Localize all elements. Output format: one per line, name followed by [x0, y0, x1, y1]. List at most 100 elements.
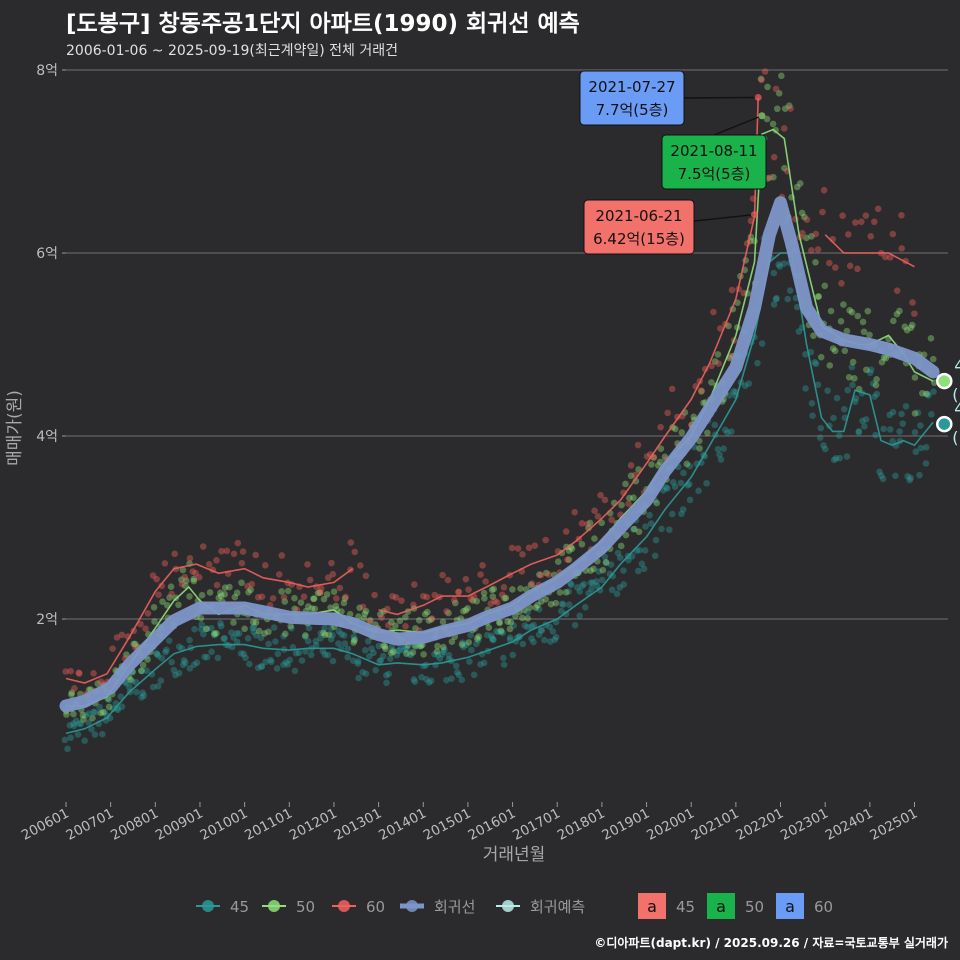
series-line-45: [65, 252, 934, 735]
transaction-point: [627, 472, 635, 480]
transaction-point: [355, 613, 362, 620]
transaction-point: [167, 583, 175, 591]
transaction-point: [855, 427, 863, 435]
transaction-point: [901, 323, 909, 331]
x-tick-label: 202001: [644, 805, 697, 843]
transaction-point: [916, 471, 923, 479]
transaction-point: [186, 665, 194, 672]
transaction-point: [889, 230, 897, 238]
transaction-point: [122, 679, 130, 687]
transaction-point: [772, 126, 780, 134]
transaction-point: [321, 625, 328, 632]
transaction-point: [552, 633, 560, 641]
transaction-point: [507, 618, 515, 626]
transaction-point: [826, 422, 833, 429]
transaction-point: [508, 544, 516, 552]
transaction-point: [917, 422, 924, 429]
x-tick-label: 202501: [867, 805, 920, 843]
transaction-point: [796, 180, 804, 187]
transaction-point: [860, 328, 868, 336]
transaction-point: [434, 651, 442, 659]
transaction-point: [295, 649, 303, 657]
transaction-point: [261, 630, 268, 637]
transaction-point: [857, 218, 865, 226]
transaction-point: [854, 265, 861, 273]
transaction-point: [327, 625, 335, 632]
transaction-point: [528, 635, 535, 642]
transaction-point: [728, 428, 735, 435]
transaction-point: [763, 115, 771, 123]
transaction-point: [217, 619, 224, 627]
transaction-point: [530, 621, 537, 629]
transaction-point: [795, 328, 803, 335]
transaction-point: [233, 589, 241, 597]
transaction-point: [465, 639, 473, 646]
transaction-point: [140, 692, 148, 699]
transaction-point: [175, 643, 183, 650]
transaction-point: [616, 584, 624, 591]
transaction-point: [158, 654, 166, 662]
transaction-point: [859, 318, 867, 326]
transaction-point: [876, 468, 883, 476]
transaction-point: [467, 631, 474, 639]
transaction-point: [335, 628, 343, 635]
transaction-point: [350, 639, 357, 646]
transaction-point: [329, 631, 336, 639]
transaction-point: [862, 212, 870, 219]
transaction-point: [758, 76, 765, 84]
transaction-point: [233, 638, 241, 646]
transaction-point: [307, 651, 315, 659]
transaction-point: [833, 394, 841, 402]
transaction-point: [284, 587, 292, 595]
annotation-point: [754, 93, 762, 101]
transaction-point: [477, 661, 484, 668]
transaction-point: [880, 354, 888, 361]
transaction-point: [599, 566, 607, 574]
transaction-point: [904, 473, 911, 480]
transaction-point: [128, 677, 136, 685]
transaction-point: [221, 591, 229, 598]
transaction-point: [636, 546, 643, 554]
transaction-point: [541, 636, 548, 644]
transaction-point: [361, 647, 369, 654]
transaction-point: [661, 453, 669, 461]
transaction-point: [754, 359, 761, 367]
transaction-point: [653, 499, 661, 507]
transaction-point: [389, 648, 397, 656]
x-tick-label: 201401: [376, 805, 429, 843]
transaction-point: [810, 332, 817, 339]
transaction-point: [75, 720, 83, 727]
transaction-point: [71, 684, 78, 692]
transaction-point: [90, 669, 97, 677]
transaction-point: [698, 459, 705, 466]
transaction-point: [528, 580, 536, 588]
transaction-point: [826, 259, 833, 267]
transaction-point: [63, 711, 70, 718]
transaction-point: [103, 712, 111, 720]
transaction-point: [911, 310, 918, 317]
x-axis-title: 거래년월: [483, 845, 546, 865]
transaction-point: [250, 628, 257, 636]
transaction-point: [704, 429, 711, 437]
transaction-point: [329, 657, 337, 665]
transaction-point: [217, 622, 225, 630]
transaction-point: [330, 588, 338, 595]
transaction-point: [168, 658, 175, 666]
transaction-point: [594, 513, 602, 520]
transaction-point: [440, 648, 447, 656]
transaction-point: [139, 661, 147, 669]
transaction-point: [656, 458, 664, 466]
forecast-area-label: (~45㎡): [952, 428, 960, 447]
transaction-point: [545, 571, 552, 578]
transaction-point: [438, 650, 446, 658]
transaction-point: [485, 624, 493, 631]
transaction-point: [312, 637, 320, 645]
transaction-point: [489, 636, 497, 644]
transaction-point: [448, 638, 456, 646]
transaction-point: [776, 263, 784, 270]
transaction-point: [85, 710, 93, 717]
transaction-point: [385, 621, 392, 629]
transaction-point: [602, 559, 610, 566]
transaction-point: [912, 448, 920, 456]
transaction-point: [238, 579, 245, 587]
